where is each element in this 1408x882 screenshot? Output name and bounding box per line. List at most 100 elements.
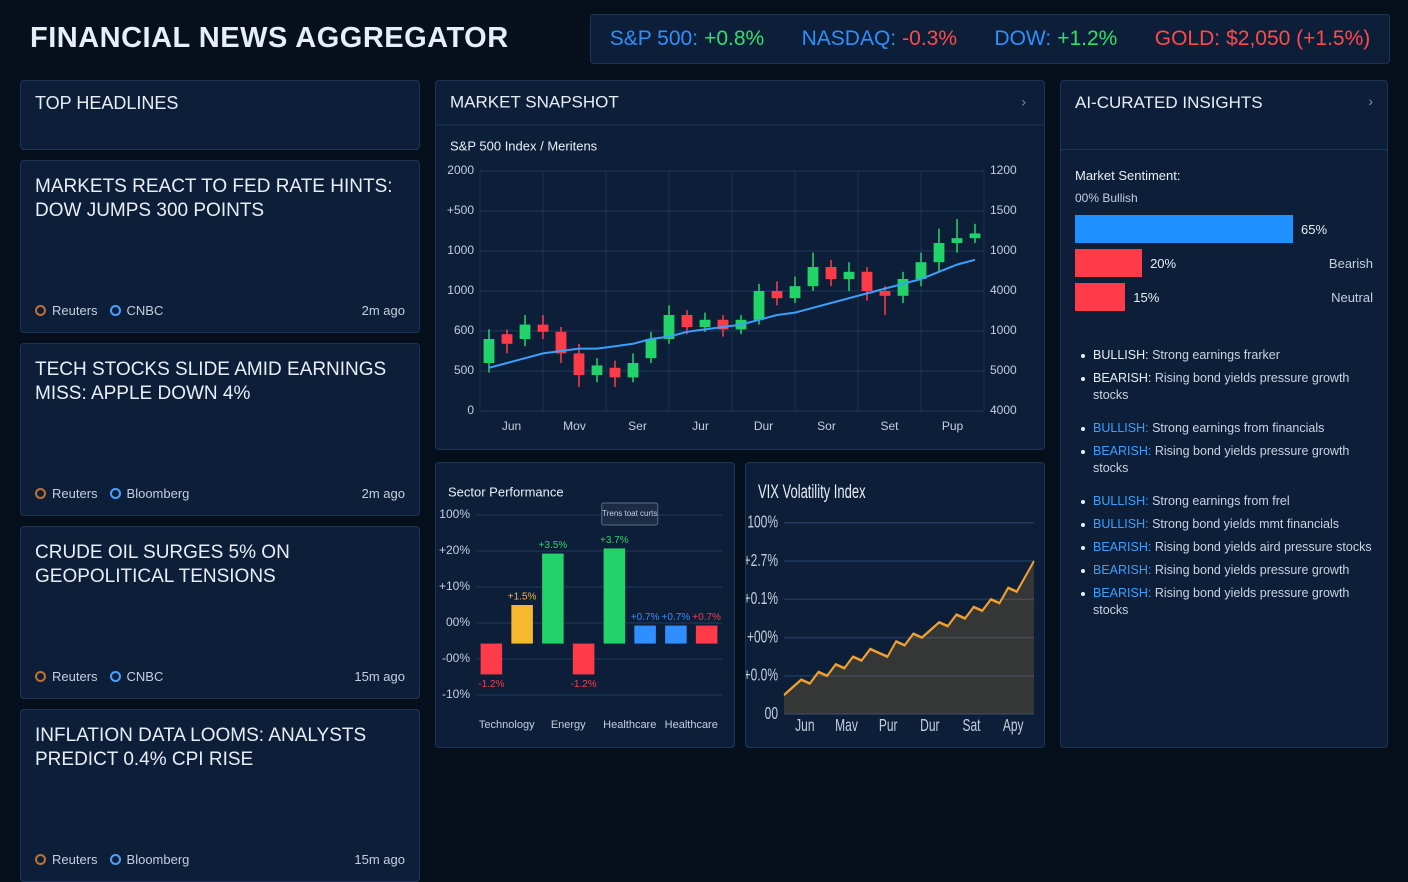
ticker-change: -0.3% (902, 27, 957, 50)
candle-body (807, 267, 819, 287)
y-axis-label: 600 (454, 323, 474, 337)
sector-panel: Sector Performance 100% +20% +10% 00% -00% -10… (435, 462, 735, 748)
x-axis-label: Set (880, 419, 899, 433)
x-axis-label: Ser (628, 419, 647, 433)
y-axis-label: 100% (747, 512, 778, 532)
headline-time: 2m ago (361, 486, 405, 501)
ticker-change: +1.2% (1057, 27, 1118, 50)
insights-panel: AI-CURATED INSIGHTS › Market Sentiment: 0… (1060, 80, 1388, 748)
sentiment-row: 20% Bearish (1075, 249, 1373, 277)
candle-body (663, 315, 675, 339)
headline-title: MARKETS REACT TO FED RATE HINTS: DOW JUM… (35, 176, 393, 221)
bar (511, 605, 533, 644)
x-axis-label: Pur (879, 716, 898, 736)
area-fill (784, 561, 1034, 715)
sentiment-bar (1075, 283, 1126, 311)
candle-body (699, 319, 711, 327)
bar-value-label: +3.7% (600, 535, 629, 546)
y-axis-label: 1000 (990, 323, 1017, 337)
headline-sources: Reuters CNBC (35, 303, 169, 318)
y-axis-label: 1200 (990, 163, 1017, 177)
insight-text: Rising bond yields pressure growth stock… (1093, 371, 1350, 402)
vix-panel: VIX Volatility Index 100% +2.7% +0.1% +00% +0… (744, 462, 1045, 748)
chart-subtitle: S&P 500 Index / Meritens (450, 138, 598, 153)
bar-value-label: +0.7% (631, 612, 660, 623)
moving-average (488, 258, 976, 369)
sentiment-value: 15% (1133, 290, 1160, 305)
insight-tag: BEARISH: (1093, 563, 1152, 577)
y-axis-label: 5000 (990, 363, 1017, 377)
source-name: CNBC (126, 303, 164, 318)
ticker-label: DOW: (994, 27, 1052, 50)
y-axis-label: +00% (747, 627, 778, 647)
y-axis-label: 1000 (447, 243, 474, 257)
x-axis-label: Mov (563, 419, 586, 433)
sector-chart: Sector Performance 100% +20% +10% 00% -00% -10… (439, 484, 722, 731)
tooltip-text: Trens toat curts (602, 509, 657, 518)
ticker-bar: S&P 500: +0.8% NASDAQ: -0.3% DOW: +1.2% GOLD: $… (590, 14, 1390, 64)
y-axis-label: 2000 (447, 163, 474, 177)
source-name: Reuters (52, 486, 98, 501)
source-name: Reuters (52, 669, 98, 684)
arrow-icon[interactable]: › (1368, 93, 1373, 109)
bar (665, 625, 687, 644)
insight-item: BEARISH: Rising bond yields pressure gro… (1081, 443, 1373, 477)
y-axis-label: +10% (439, 579, 470, 593)
y-axis-label: +500 (447, 203, 474, 217)
y-axis-label: 00% (446, 615, 470, 629)
source-name: Bloomberg (126, 852, 190, 867)
panel-title: MARKET SNAPSHOT (450, 92, 619, 111)
insight-tag: BEARISH: (1093, 586, 1152, 600)
insight-text: Strong earnings from financials (1152, 421, 1325, 435)
headline-title: INFLATION DATA LOOMS: ANALYSTS PREDICT 0… (35, 725, 367, 770)
bar-value-label: +3.5% (539, 540, 568, 551)
insights-header: AI-CURATED INSIGHTS › (1061, 81, 1387, 150)
bar-value-label: -1.2% (478, 679, 504, 690)
y-axis-label: 500 (454, 363, 474, 377)
insights-title: AI-CURATED INSIGHTS (1075, 93, 1263, 112)
insight-text: Rising bond yields pressure growth stock… (1093, 444, 1350, 475)
bar (695, 625, 718, 644)
sentiment-name: Neutral (1331, 290, 1373, 305)
sentiment-bars: 65% 20% Bearish 15% Neutral (1061, 215, 1387, 311)
bar-value-label: +0.7% (692, 612, 721, 623)
candle-body (879, 291, 891, 296)
candle-body (501, 334, 513, 344)
insight-tag: BEARISH: (1093, 444, 1152, 458)
app-title: FINANCIAL NEWS AGGREGATOR (30, 22, 509, 54)
candle-body (573, 353, 585, 375)
x-axis-label: Jur (692, 419, 709, 433)
source-icon (109, 854, 121, 865)
ticker-change: +0.8% (704, 27, 765, 50)
source-icon (35, 488, 46, 499)
insight-tag: BULLISH: (1093, 517, 1149, 531)
insight-tag: BULLISH: (1093, 421, 1149, 435)
candle-body (753, 291, 765, 320)
x-axis-label: Dur (920, 716, 939, 736)
source-icon (35, 671, 46, 682)
candle-body (609, 367, 621, 378)
headline-card[interactable]: INFLATION DATA LOOMS: ANALYSTS PREDICT 0… (20, 709, 420, 882)
y-axis-label: 1000 (447, 283, 474, 297)
arrow-icon[interactable]: › (1021, 94, 1026, 110)
x-axis-label: Healthcare (665, 719, 718, 731)
candle-body (771, 291, 783, 299)
headline-sources: Reuters Bloomberg (35, 486, 195, 501)
area-line (783, 560, 1035, 697)
candle-body (519, 324, 531, 339)
source-icon (35, 305, 46, 316)
candle-body (483, 339, 495, 363)
headlines-column: TOP HEADLINES MARKETS REACT TO FED RATE … (20, 80, 420, 882)
source-icon (109, 671, 121, 682)
headline-card[interactable]: CRUDE OIL SURGES 5% ON GEOPOLITICAL TENS… (20, 526, 420, 699)
headline-sources: Reuters Bloomberg (35, 852, 195, 867)
headline-card[interactable]: MARKETS REACT TO FED RATE HINTS: DOW JUM… (20, 160, 420, 333)
sentiment-name: Bearish (1328, 256, 1373, 271)
ticker: DOW: +1.2% (994, 27, 1117, 51)
ticker-label: S&P 500: (609, 27, 699, 50)
y-axis-label: +0.0% (746, 665, 778, 685)
y-axis-label: 0 (467, 403, 474, 417)
candle-body (951, 238, 963, 243)
headline-card[interactable]: TECH STOCKS SLIDE AMID EARNINGS MISS: AP… (20, 343, 420, 516)
insight-tag: BULLISH: (1093, 494, 1149, 508)
